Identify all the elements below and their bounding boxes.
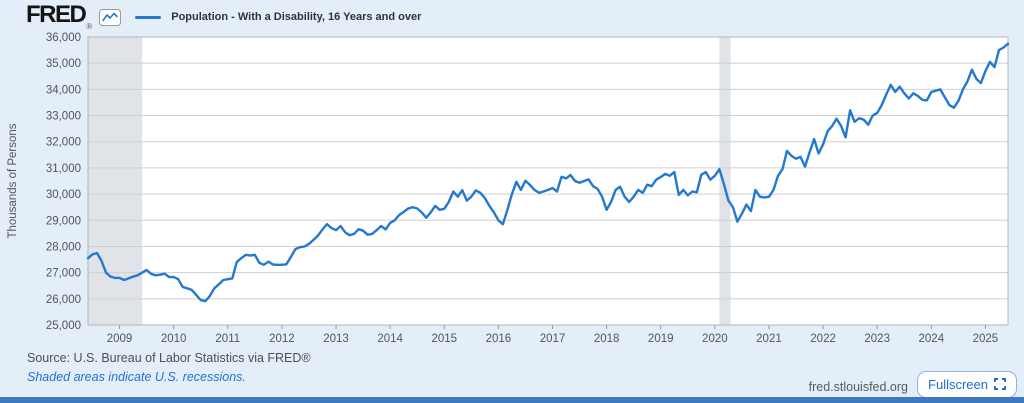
series-legend-label: Population - With a Disability, 16 Years… [171,11,422,23]
y-axis-title: Thousands of Persons [7,123,19,238]
y-axis-tick-label: 26,000 [46,294,81,306]
x-axis-tick-label: 2025 [973,333,999,345]
fullscreen-expand-icon [994,378,1006,390]
fred-sparkline-icon [99,8,122,26]
recession-note-link[interactable]: Shaded areas indicate U.S. recessions. [27,370,246,384]
x-axis-tick-label: 2013 [323,333,349,345]
fred-logo-text: FRED [26,0,87,28]
y-axis-tick-label: 31,000 [46,163,81,175]
y-axis-tick-label: 30,000 [46,189,81,201]
y-axis-tick-label: 25,000 [46,320,81,332]
registered-mark: ® [86,21,93,31]
x-axis-tick-label: 2023 [864,333,890,345]
x-axis-tick-label: 2019 [648,333,674,345]
y-axis-tick-label: 27,000 [46,268,81,280]
y-axis-tick-label: 29,000 [46,215,81,227]
x-axis-tick-label: 2022 [810,333,836,345]
x-axis-tick-label: 2018 [594,333,620,345]
x-axis-tick-label: 2011 [215,333,240,345]
legend-line-swatch [135,15,162,19]
data-series-line [86,42,1010,303]
line-chart[interactable]: 25,000 26,000 27,000 28,000 29,000 30,000 31,0… [0,0,1024,350]
x-axis-tick-label: 2015 [431,333,457,345]
y-axis-tick-label: 36,000 [46,32,81,44]
x-axis-tick-label: 2024 [919,333,945,345]
y-axis-tick-label: 28,000 [46,241,81,253]
x-axis-tick-label: 2016 [486,333,512,345]
plot-area [88,37,1008,325]
recession-band [88,37,143,325]
fullscreen-button[interactable]: Fullscreen [917,371,1017,398]
chart-header: FRED® Population - With a Disability, 16… [26,0,422,33]
x-axis-tick-label: 2020 [702,333,728,345]
bottom-accent-bar [0,397,1024,403]
site-link[interactable]: fred.stlouisfed.org [808,380,908,394]
x-axis-tick-label: 2014 [377,333,403,345]
y-axis-tick-label: 35,000 [46,58,81,70]
fred-logo[interactable]: FRED® [26,0,93,33]
x-axis-tick-label: 2009 [107,333,133,345]
plot-border [87,36,1009,326]
x-axis-tick-label: 2010 [161,333,187,345]
x-axis-tick-label: 2021 [756,333,782,345]
x-axis-tick-label: 2017 [540,333,566,345]
y-axis-tick-label: 32,000 [46,137,81,149]
source-text: Source: U.S. Bureau of Labor Statistics … [27,351,311,365]
y-axis-tick-label: 34,000 [46,84,81,96]
fullscreen-label: Fullscreen [928,376,988,392]
recession-band [719,37,731,325]
x-axis-tick-label: 2012 [269,333,295,345]
y-axis-tick-label: 33,000 [46,111,81,123]
